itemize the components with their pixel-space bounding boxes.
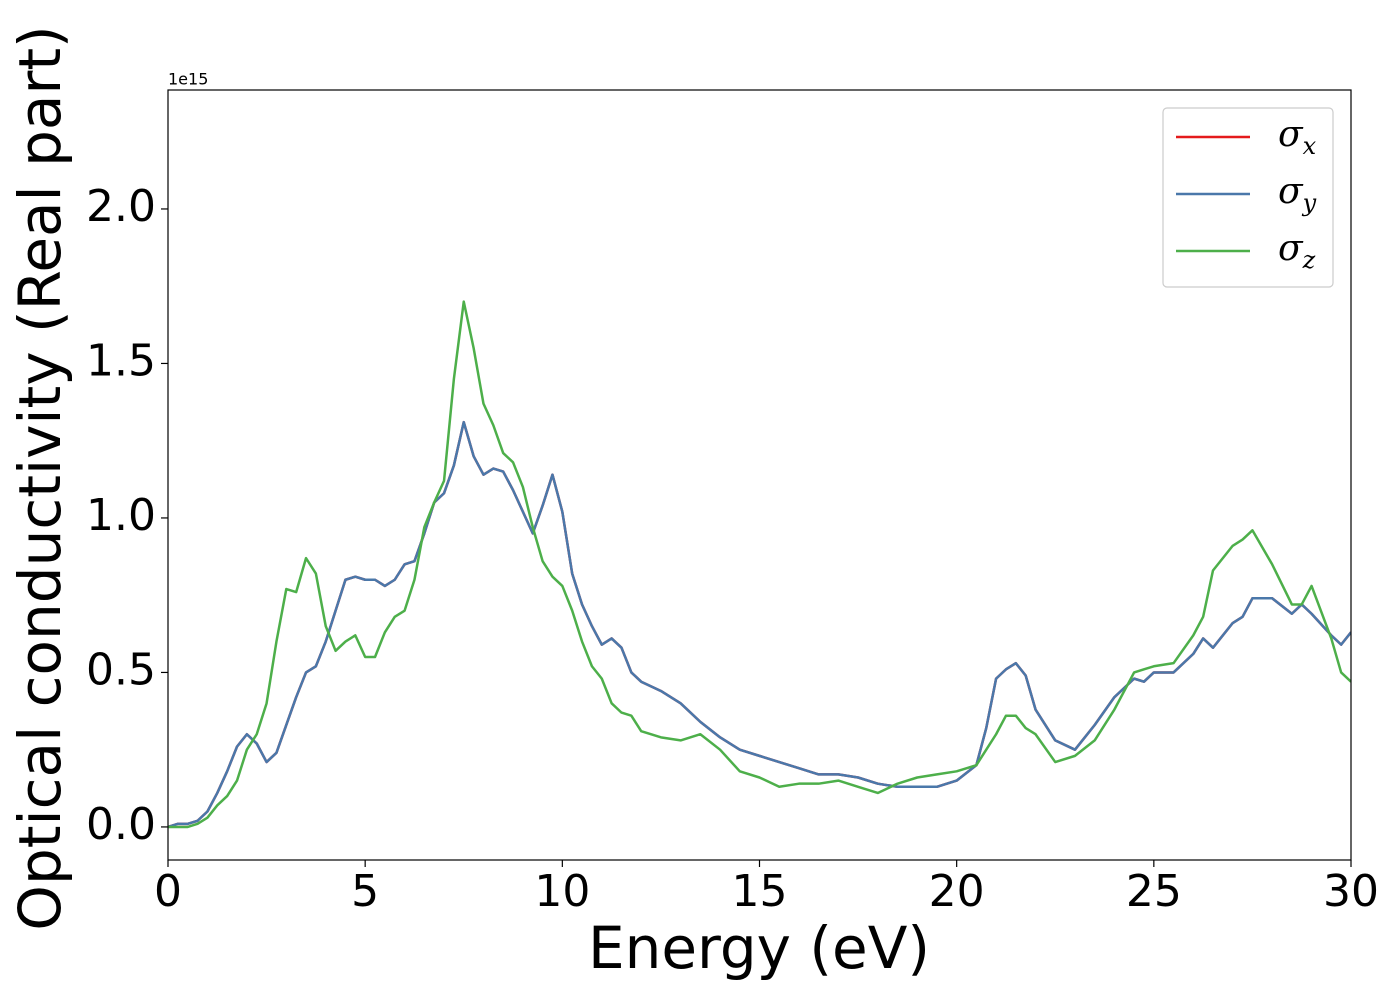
- legend-label: σx: [1278, 114, 1317, 160]
- x-tick-label: 15: [732, 866, 788, 917]
- y-tick-label: 2.0: [86, 181, 156, 232]
- offset-text: 1e15: [168, 70, 208, 89]
- x-axis-label: Energy (eV): [588, 914, 930, 982]
- series-line: [168, 420, 1351, 829]
- x-tick-label: 20: [929, 866, 985, 917]
- y-tick-label: 0.0: [86, 799, 156, 850]
- series-line: [168, 300, 1351, 829]
- y-tick-label: 0.5: [86, 644, 156, 695]
- y-tick-label: 1.5: [86, 335, 156, 386]
- x-tick-label: 25: [1126, 866, 1182, 917]
- y-axis-label: Optical conductivity (Real part): [6, 25, 74, 930]
- x-tick-label: 5: [351, 866, 379, 917]
- lines: [168, 300, 1351, 829]
- y-tick-label: 1.0: [86, 490, 156, 541]
- x-tick-label: 10: [534, 866, 590, 917]
- legend-label: σz: [1278, 228, 1316, 274]
- x-tick-label: 0: [154, 866, 182, 917]
- legend-label: σy: [1278, 171, 1317, 217]
- plot-area: [168, 90, 1351, 860]
- x-tick-label: 30: [1323, 866, 1379, 917]
- legend-box: [1162, 107, 1334, 288]
